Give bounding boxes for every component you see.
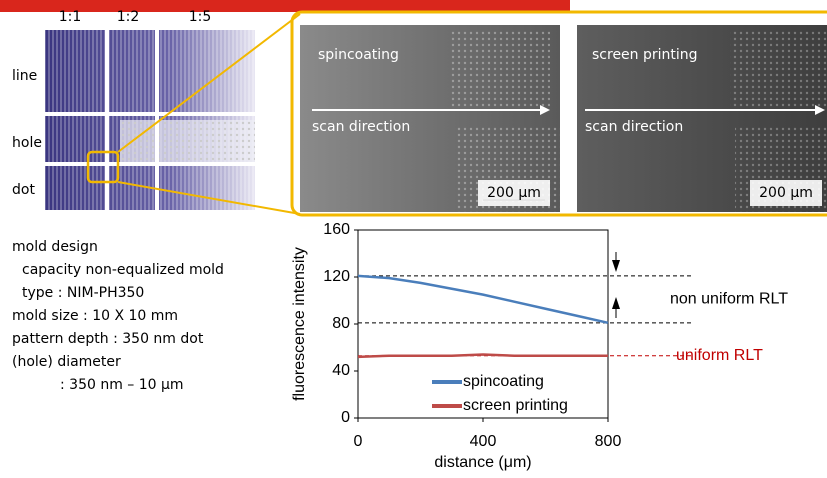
scale-bar-label: 200 μm	[487, 185, 541, 201]
scan-label: scan direction	[312, 119, 410, 135]
legend-label: spincoating	[463, 373, 544, 390]
row-label: dot	[12, 182, 35, 198]
info-line: type : NIM-PH350	[22, 285, 144, 301]
y-tick-label: 160	[323, 221, 350, 238]
y-tick-label: 120	[323, 268, 350, 285]
x-axis-label: distance (μm)	[434, 454, 531, 471]
y-tick-label: 40	[332, 362, 350, 379]
x-tick-label: 400	[470, 433, 497, 450]
mold-image	[45, 14, 300, 214]
scan-label: scan direction	[585, 119, 683, 135]
row-label: hole	[12, 135, 42, 151]
image-title: spincoating	[318, 47, 399, 63]
info-line: pattern depth : 350 nm dot	[12, 331, 204, 347]
info-line: (hole) diameter	[12, 354, 121, 370]
y-tick-label: 0	[341, 409, 350, 426]
series-line	[358, 355, 608, 357]
scale-bar-label: 200 μm	[759, 185, 813, 201]
ratio-label: 1:2	[117, 9, 140, 25]
series-line	[358, 276, 608, 323]
info-line: mold size : 10 X 10 mm	[12, 308, 178, 324]
ratio-label: 1:5	[189, 9, 212, 25]
row-label: line	[12, 68, 37, 84]
annotation: non uniform RLT	[670, 291, 788, 308]
ratio-label: 1:1	[59, 9, 82, 25]
slide: spincoating scan direction 200 μm screen…	[0, 0, 827, 474]
info-line: mold design	[12, 239, 98, 255]
info-line: capacity non-equalized mold	[22, 262, 224, 278]
header-bar	[0, 0, 570, 12]
annotation: uniform RLT	[676, 347, 763, 364]
y-tick-label: 80	[332, 315, 350, 332]
x-tick-label: 800	[595, 433, 622, 450]
legend-label: screen printing	[463, 397, 568, 414]
x-tick-label: 0	[354, 433, 363, 450]
y-axis-label: fluorescence intensity	[291, 247, 308, 401]
info-line: : 350 nm – 10 μm	[60, 377, 184, 393]
image-title: screen printing	[592, 47, 698, 63]
chart: 0 40 80 120 160 0 400 800 distance (μm) fluoresce…	[291, 221, 788, 471]
